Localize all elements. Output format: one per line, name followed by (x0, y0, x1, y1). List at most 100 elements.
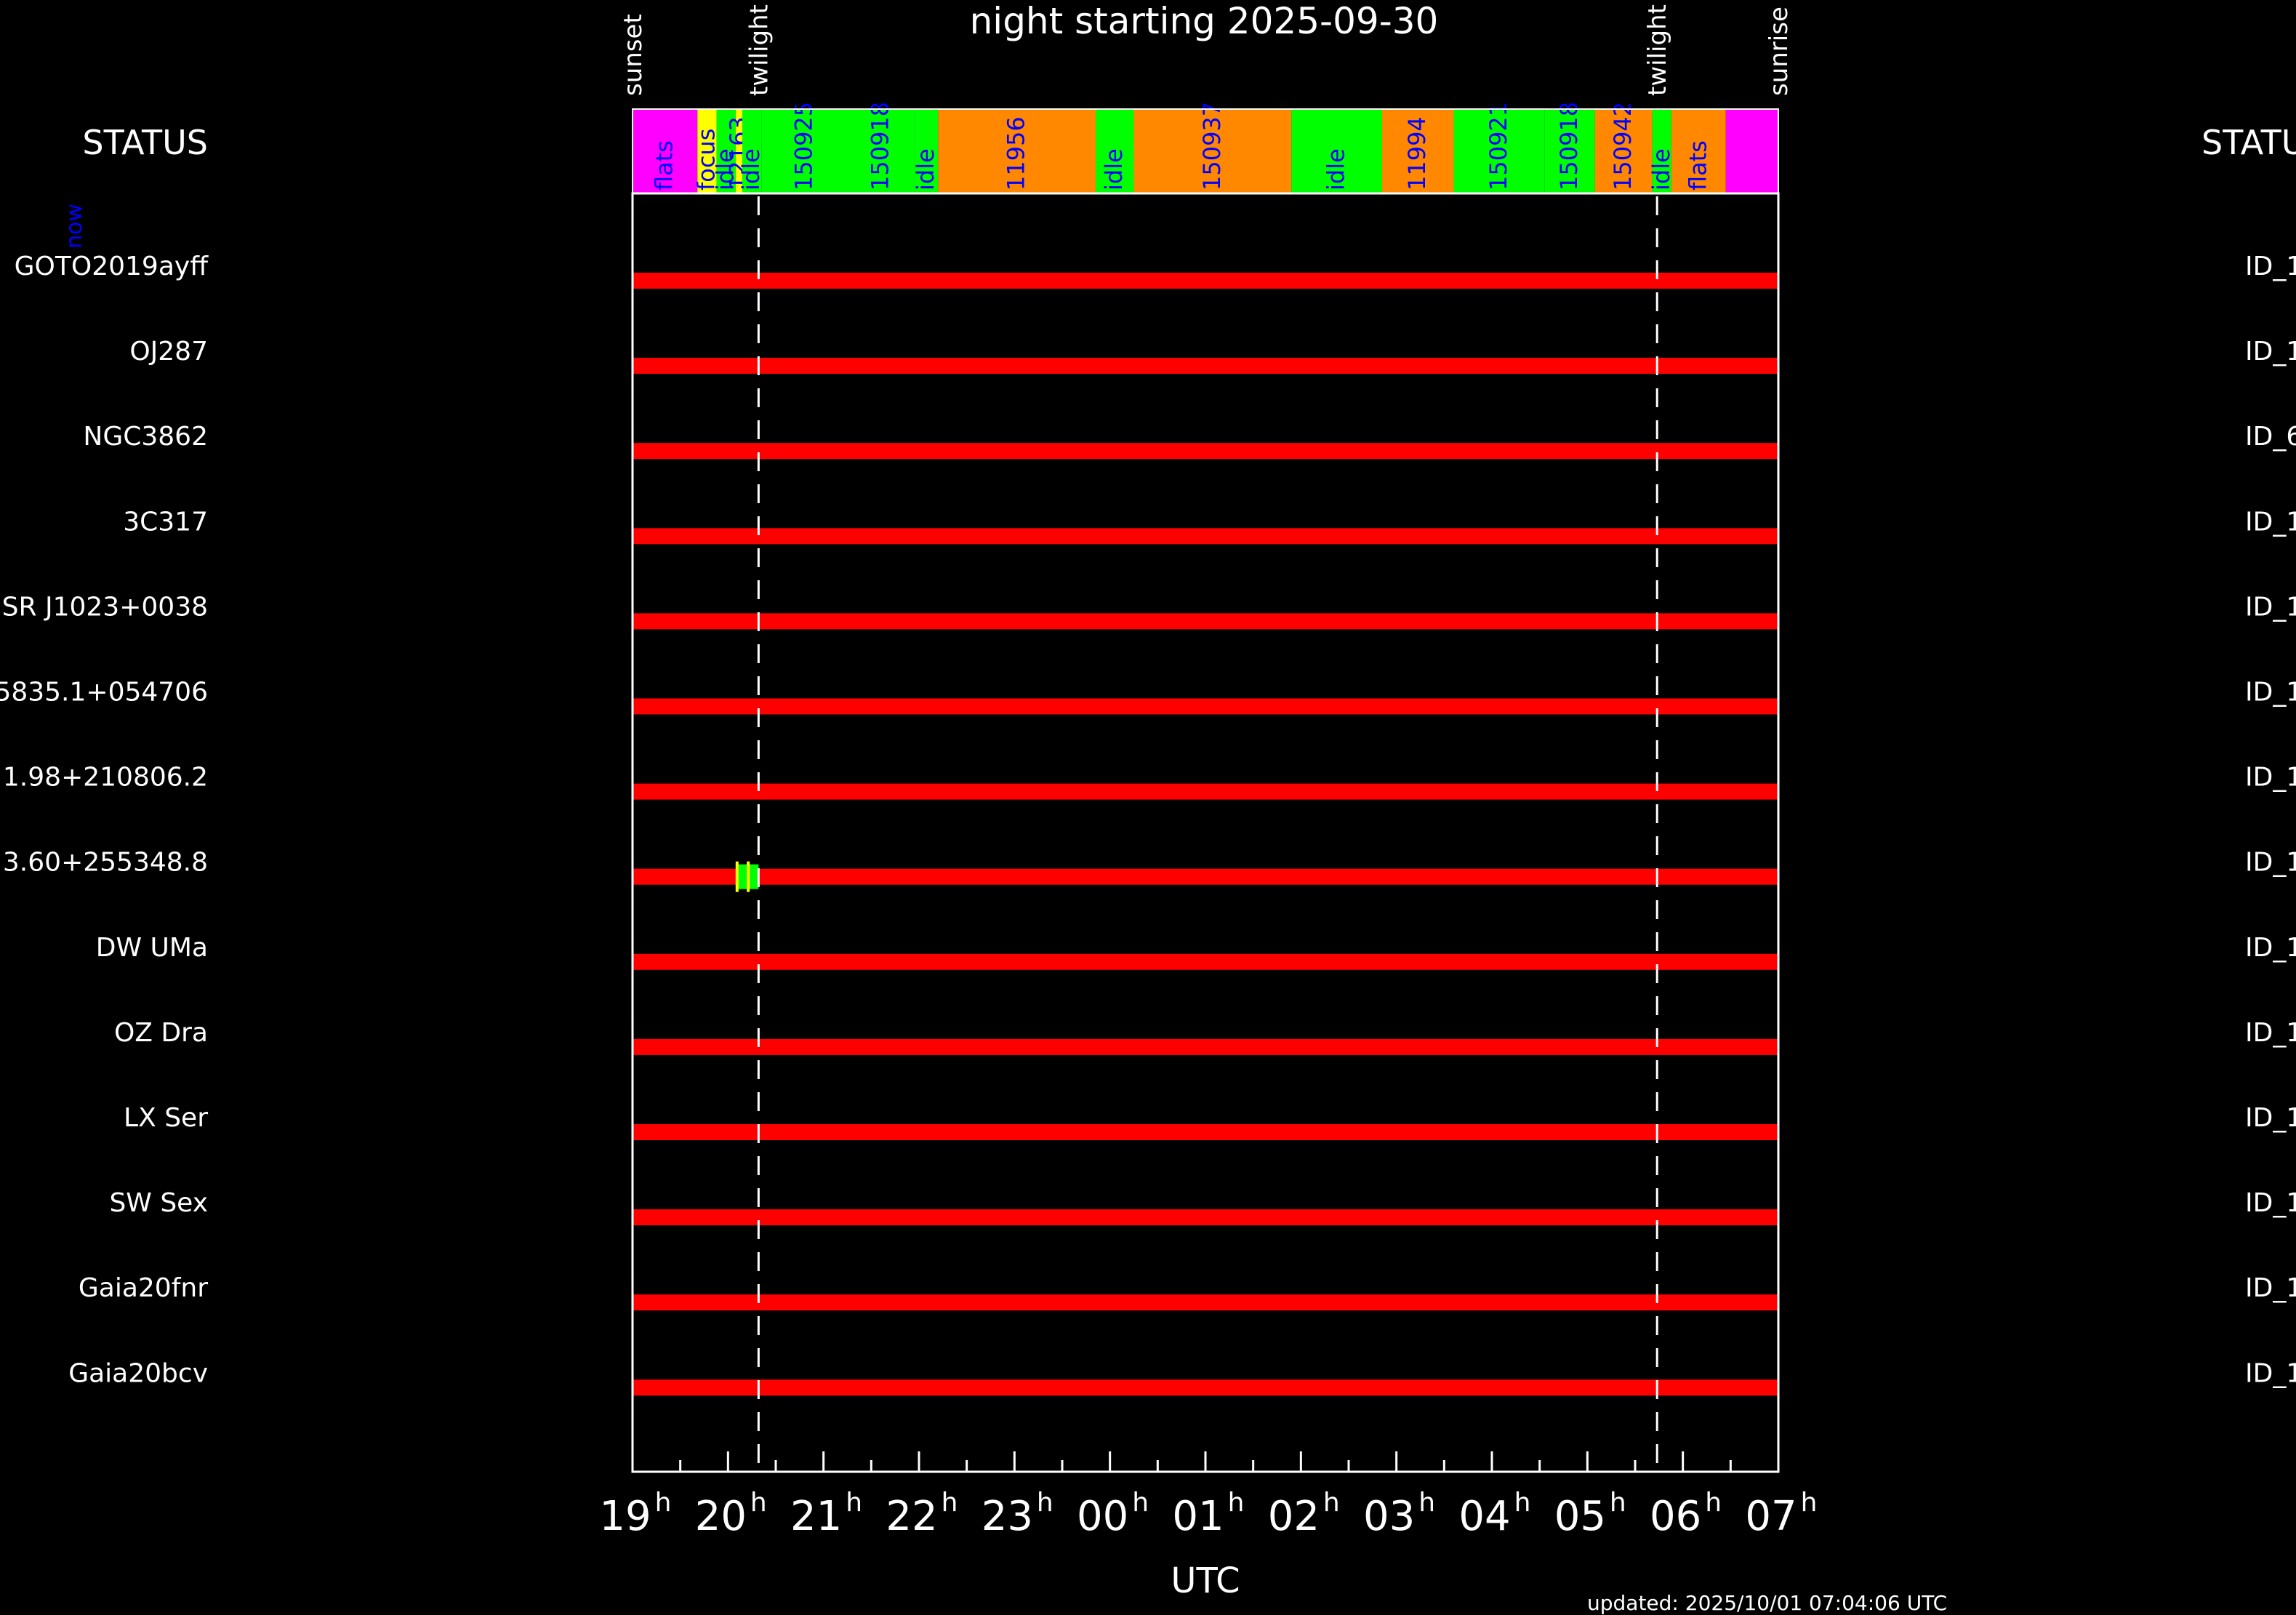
x-tick-unit: h (1323, 1488, 1340, 1518)
target-visibility-bar (633, 443, 1778, 460)
target-name: 3.60+255348.8 (3, 848, 208, 878)
status-segment-label: focus (692, 129, 720, 191)
x-tick-label: 22 (886, 1493, 937, 1540)
target-status-id: ID_150 (2245, 1358, 2296, 1388)
status-segment-label: idle (912, 148, 939, 191)
x-tick-label: 07 (1745, 1493, 1797, 1540)
x-tick-label: 04 (1458, 1493, 1510, 1540)
target-status-id: ID_150 (2245, 1188, 2296, 1218)
x-tick-unit: h (846, 1488, 862, 1518)
status-segment-label: idle (737, 148, 765, 191)
x-tick-label: 00 (1077, 1493, 1128, 1540)
target-status-id: ID_150 (2245, 1103, 2296, 1133)
status-segment (1725, 109, 1778, 193)
target-status-id: ID_120 (2245, 337, 2296, 366)
x-tick-label: 06 (1650, 1493, 1701, 1540)
x-tick-label: 01 (1172, 1493, 1224, 1540)
status-segment (1133, 109, 1292, 193)
status-segment-label: 150921 (1485, 102, 1512, 191)
target-visibility-bar (633, 1294, 1778, 1311)
sun-event-label: sunrise (1765, 7, 1794, 96)
status-label-right: STATUS (2201, 123, 2296, 162)
target-name: DW UMa (96, 933, 208, 963)
x-tick-label: 23 (982, 1493, 1033, 1540)
x-tick-label: 19 (599, 1493, 651, 1540)
x-tick-unit: h (1228, 1488, 1245, 1518)
x-tick-unit: h (1514, 1488, 1531, 1518)
x-tick-unit: h (1610, 1488, 1626, 1518)
x-tick-unit: h (1705, 1488, 1722, 1518)
target-name: 5835.1+054706 (0, 678, 208, 708)
target-status-id: ID_150 (2245, 763, 2296, 793)
target-name: NGC3862 (83, 422, 208, 452)
target-visibility-bar (633, 698, 1778, 715)
x-axis-ticks: 19 h 20 h 21 h 22 h 23 h 00 h 01 h 02 h 03 h 04 h 05 h 06 h 07 h (599, 1451, 1817, 1540)
x-tick-label: 03 (1363, 1493, 1415, 1540)
target-status-id: ID_150 (2245, 1273, 2296, 1303)
target-name: OZ Dra (114, 1018, 208, 1048)
target-visibility-bar (633, 783, 1778, 800)
status-segment (1544, 109, 1595, 193)
status-segment-label: idle (1100, 148, 1128, 191)
status-segment-label: 150942 (1609, 102, 1637, 191)
x-tick-unit: h (1418, 1488, 1435, 1518)
status-segment (1671, 109, 1726, 193)
status-segment (1381, 109, 1454, 193)
target-visibility-bar (633, 273, 1778, 289)
target-status-id: ID_150 (2245, 252, 2296, 281)
status-segment-label: 150918 (1555, 102, 1583, 191)
status-segment-label: 11994 (1403, 116, 1431, 191)
x-tick-label: 02 (1268, 1493, 1320, 1540)
target-name: SW Sex (109, 1188, 208, 1218)
target-visibility-bar (633, 1379, 1778, 1396)
target-name: OJ287 (129, 337, 208, 366)
target-visibility-bar (633, 358, 1778, 374)
target-name: 1.98+210806.2 (3, 763, 208, 793)
target-visibility-bar (633, 953, 1778, 970)
now-marker-label: now (62, 204, 87, 249)
status-segment (938, 109, 1096, 193)
sun-event-label: twilight (1643, 4, 1672, 96)
x-tick-unit: h (1132, 1488, 1149, 1518)
x-tick-unit: h (750, 1488, 767, 1518)
status-segment-label: 150925 (790, 102, 817, 191)
status-segment (847, 109, 915, 193)
status-segment-label: 11956 (1003, 116, 1030, 191)
sun-event-label: sunset (619, 14, 648, 96)
target-status-id: ID_150 (2245, 933, 2296, 963)
target-visibility-bar (633, 1124, 1778, 1140)
target-status-id: ID_150 (2245, 678, 2296, 708)
status-label-left: STATUS (82, 123, 208, 162)
status-segment (742, 109, 762, 193)
target-status-id: ID_122 (2245, 507, 2296, 537)
target-name: Gaia20fnr (79, 1273, 208, 1303)
status-segment-label: idle (1647, 148, 1675, 191)
x-tick-label: 20 (695, 1493, 747, 1540)
status-segment-label: flats (651, 140, 678, 191)
target-rows: GOTO2019ayff ID_150 OJ287 ID_120 NGC3862 ID_6… (0, 252, 2296, 1396)
status-segment (761, 109, 848, 193)
x-tick-label: 21 (790, 1493, 842, 1540)
target-visibility-bar (633, 613, 1778, 630)
target-status-id: ID_605 (2245, 422, 2296, 452)
status-segment (1453, 109, 1545, 193)
x-tick-label: 05 (1554, 1493, 1606, 1540)
status-segment (1652, 109, 1671, 193)
updated-timestamp: updated: 2025/10/01 07:04:06 UTC (1587, 1591, 1947, 1615)
target-visibility-bar (633, 1038, 1778, 1055)
status-segment (633, 109, 698, 193)
twilight-lines (757, 196, 1658, 1469)
status-segment-label: idle (712, 148, 739, 191)
target-status-id: ID_150 (2245, 592, 2296, 622)
status-segment (1291, 109, 1382, 193)
status-segment (1594, 109, 1653, 193)
status-segment-label: flats (1684, 140, 1711, 191)
x-tick-unit: h (1037, 1488, 1053, 1518)
target-status-id: ID_150 (2245, 1018, 2296, 1048)
x-tick-unit: h (1801, 1488, 1818, 1518)
x-axis-label: UTC (1171, 1560, 1240, 1601)
sun-event-label: twilight (744, 4, 774, 96)
target-name: 3C317 (123, 507, 208, 537)
x-tick-unit: h (942, 1488, 958, 1518)
